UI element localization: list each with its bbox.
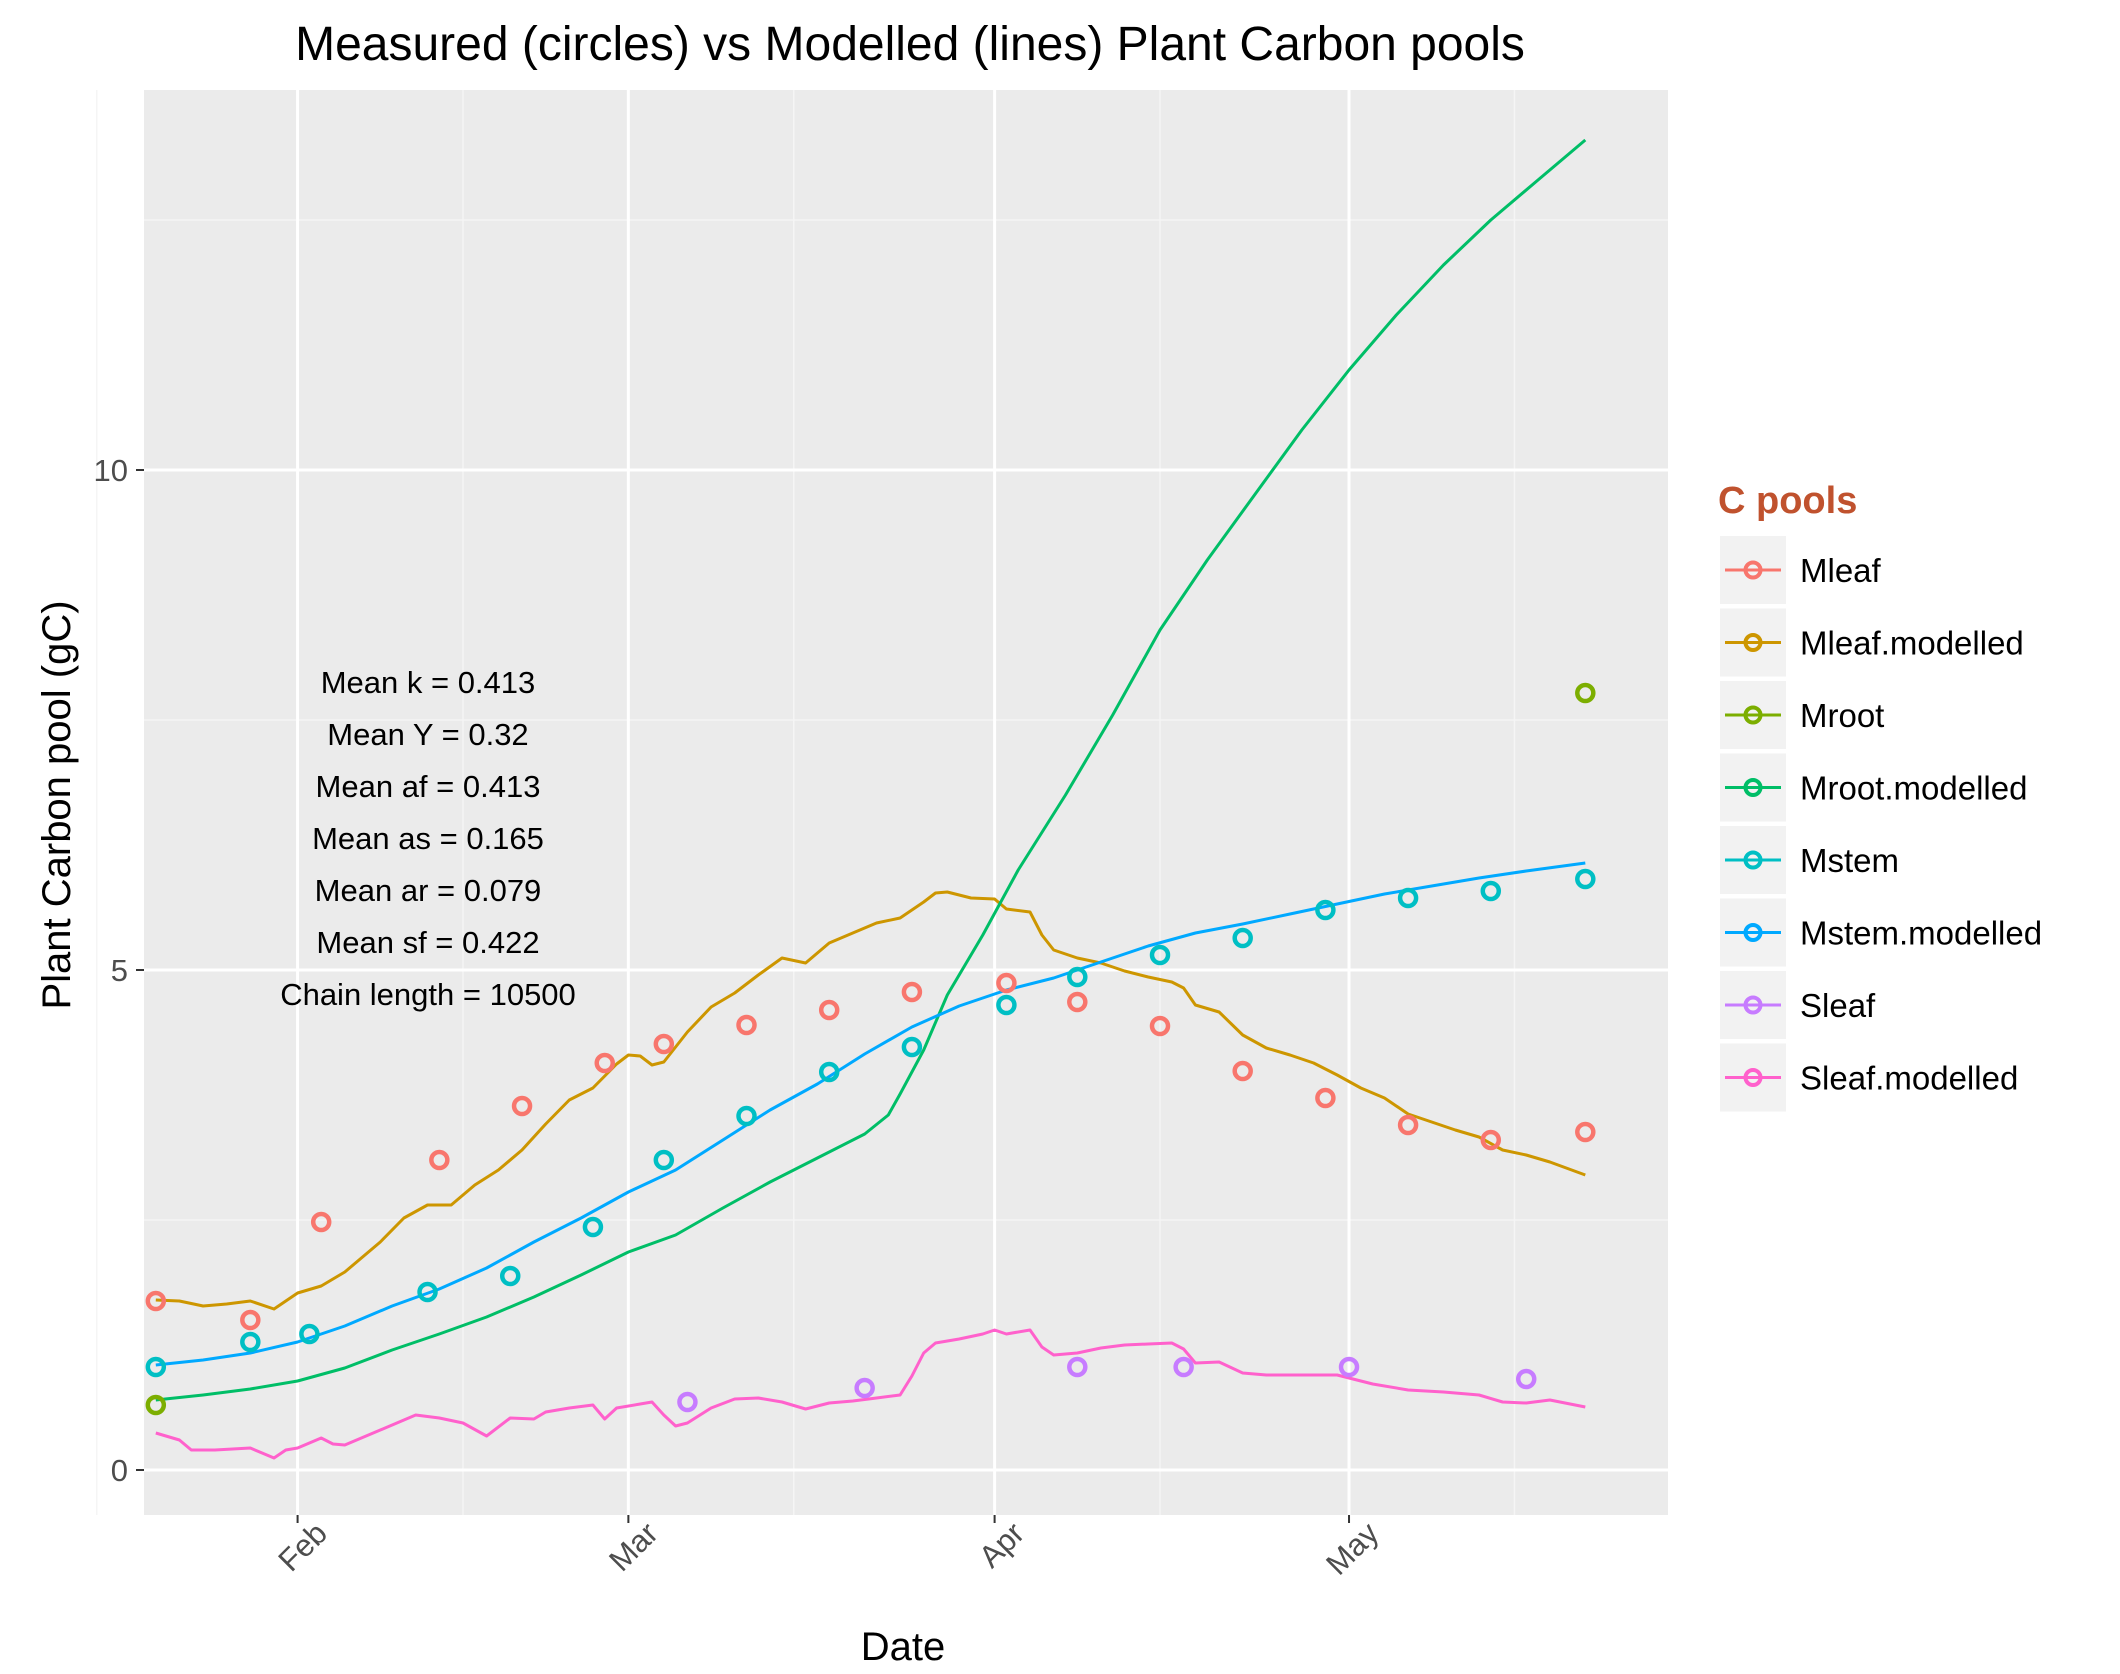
x-tick-label: May: [1319, 1515, 1386, 1582]
data-point-Mstem: [1149, 944, 1171, 966]
legend-label: Sleaf.modelled: [1800, 1060, 2018, 1097]
data-point-Mleaf: [1149, 1015, 1171, 1037]
legend-label: Mroot: [1800, 697, 1884, 734]
annotation-block: Mean k = 0.413 Mean Y = 0.32 Mean af = 0.4…: [280, 665, 576, 1012]
annotation-line: Mean ar = 0.079: [315, 873, 542, 908]
legend-label: Mleaf.modelled: [1800, 625, 2024, 662]
legend-item: Mroot.modelled: [1720, 753, 2027, 822]
y-tick-label: 10: [94, 453, 128, 488]
y-tick-label: 0: [111, 1453, 128, 1488]
series-line-Sleaf-modelled: [155, 1328, 1586, 1460]
legend-item: Mroot: [1720, 681, 1884, 749]
data-point-Mleaf: [1315, 1087, 1336, 1109]
x-tick-label: Feb: [271, 1515, 334, 1578]
data-point-Mleaf: [429, 1149, 450, 1171]
y-axis-title: Plant Carbon pool (gC): [35, 600, 79, 1009]
chart-title: Measured (circles) vs Modelled (lines) P…: [295, 18, 1525, 71]
data-point-Sleaf: [854, 1377, 875, 1399]
legend-key-point: [1743, 633, 1763, 652]
data-point-Mroot: [145, 1394, 167, 1416]
data-point-Mstem: [240, 1331, 261, 1353]
data-point-Mstem: [901, 1036, 923, 1058]
data-point-Mleaf: [1397, 1114, 1419, 1136]
data-point-Mstem: [299, 1323, 320, 1345]
data-point-Mleaf: [653, 1033, 675, 1055]
data-point-Mleaf: [594, 1052, 615, 1074]
annotation-line: Mean as = 0.165: [312, 821, 544, 856]
data-point-Mleaf: [511, 1095, 533, 1117]
series-line-Mstem-modelled: [155, 861, 1586, 1367]
data-point-Sleaf: [1338, 1356, 1360, 1378]
grid-major: [144, 90, 1668, 1515]
legend-label: Mstem: [1800, 842, 1899, 879]
data-point-Mleaf: [818, 999, 840, 1021]
data-point-Mleaf: [1575, 1121, 1596, 1143]
legend-label: Sleaf: [1800, 987, 1876, 1024]
legend-key-point: [1743, 778, 1763, 797]
data-point-Mstem: [1232, 927, 1253, 949]
legend-label: Mstem.modelled: [1800, 915, 2042, 952]
data-point-Sleaf: [677, 1391, 698, 1413]
data-point-Mleaf: [240, 1309, 261, 1331]
data-point-Mstem: [818, 1061, 840, 1083]
data-point-Mroot: [1575, 682, 1596, 704]
legend-key-point: [1743, 1068, 1763, 1087]
series-line-Mroot-modelled: [155, 138, 1587, 1402]
data-point-Mleaf: [1232, 1060, 1253, 1082]
data-point-Sleaf: [1067, 1356, 1088, 1378]
plot-panel: [144, 90, 1668, 1515]
data-point-Mleaf: [145, 1290, 167, 1312]
annotation-line: Mean k = 0.413: [321, 665, 536, 700]
x-axis-title: Date: [861, 1625, 946, 1669]
data-point-Sleaf: [1515, 1368, 1537, 1390]
legend-label: Mroot.modelled: [1800, 770, 2027, 807]
annotation-line: Mean Y = 0.32: [327, 717, 528, 752]
data-point-Sleaf: [1173, 1356, 1194, 1378]
legend-item: Mstem.modelled: [1720, 898, 2042, 967]
legend-item: Sleaf: [1720, 971, 1876, 1039]
legend-label: Mleaf: [1800, 552, 1882, 589]
annotation-line: Mean sf = 0.422: [316, 925, 539, 960]
legend-item: Mstem: [1720, 826, 1899, 894]
legend-item: Mleaf: [1720, 536, 1882, 604]
legend-key-point: [1743, 850, 1763, 870]
data-point-Mleaf: [310, 1211, 332, 1233]
data-point-Mleaf: [901, 981, 923, 1003]
data-point-Mleaf: [1067, 991, 1088, 1013]
grid-minor: [95, 90, 1668, 1515]
data-point-Mleaf: [1480, 1129, 1502, 1151]
legend-key-point: [1743, 923, 1763, 942]
data-point-Mleaf: [736, 1014, 757, 1036]
x-tick-label: Mar: [602, 1515, 665, 1578]
data-point-Mstem: [499, 1265, 521, 1287]
legend-key-point: [1743, 560, 1763, 580]
series-lines: [155, 138, 1587, 1460]
data-point-Mstem: [996, 994, 1017, 1016]
legend: C pools Mleaf Mleaf.modelled Mroot Mroot.mo…: [1718, 480, 2042, 1112]
legend-title: C pools: [1718, 480, 1857, 522]
data-point-Mstem: [653, 1149, 675, 1171]
data-point-Mleaf: [996, 972, 1017, 994]
data-point-Mstem: [145, 1356, 167, 1378]
annotation-line: Chain length = 10500: [280, 977, 576, 1012]
y-tick-label: 5: [111, 953, 128, 988]
data-point-Mstem: [1575, 868, 1596, 890]
data-point-Mstem: [417, 1281, 438, 1303]
legend-item: Sleaf.modelled: [1720, 1043, 2018, 1112]
annotation-line: Mean af = 0.413: [316, 769, 541, 804]
legend-key-point: [1743, 705, 1763, 725]
x-tick-label: Apr: [972, 1515, 1031, 1574]
data-point-Mstem: [1315, 899, 1336, 921]
data-point-Mstem: [582, 1216, 604, 1238]
legend-item: Mleaf.modelled: [1720, 608, 2024, 677]
legend-key-point: [1743, 995, 1763, 1015]
data-point-Mstem: [736, 1105, 757, 1127]
series-points: [145, 682, 1596, 1416]
data-point-Mstem: [1067, 966, 1088, 988]
data-point-Mstem: [1480, 880, 1502, 902]
series-line-Mleaf-modelled: [155, 890, 1586, 1311]
data-point-Mstem: [1397, 887, 1419, 909]
